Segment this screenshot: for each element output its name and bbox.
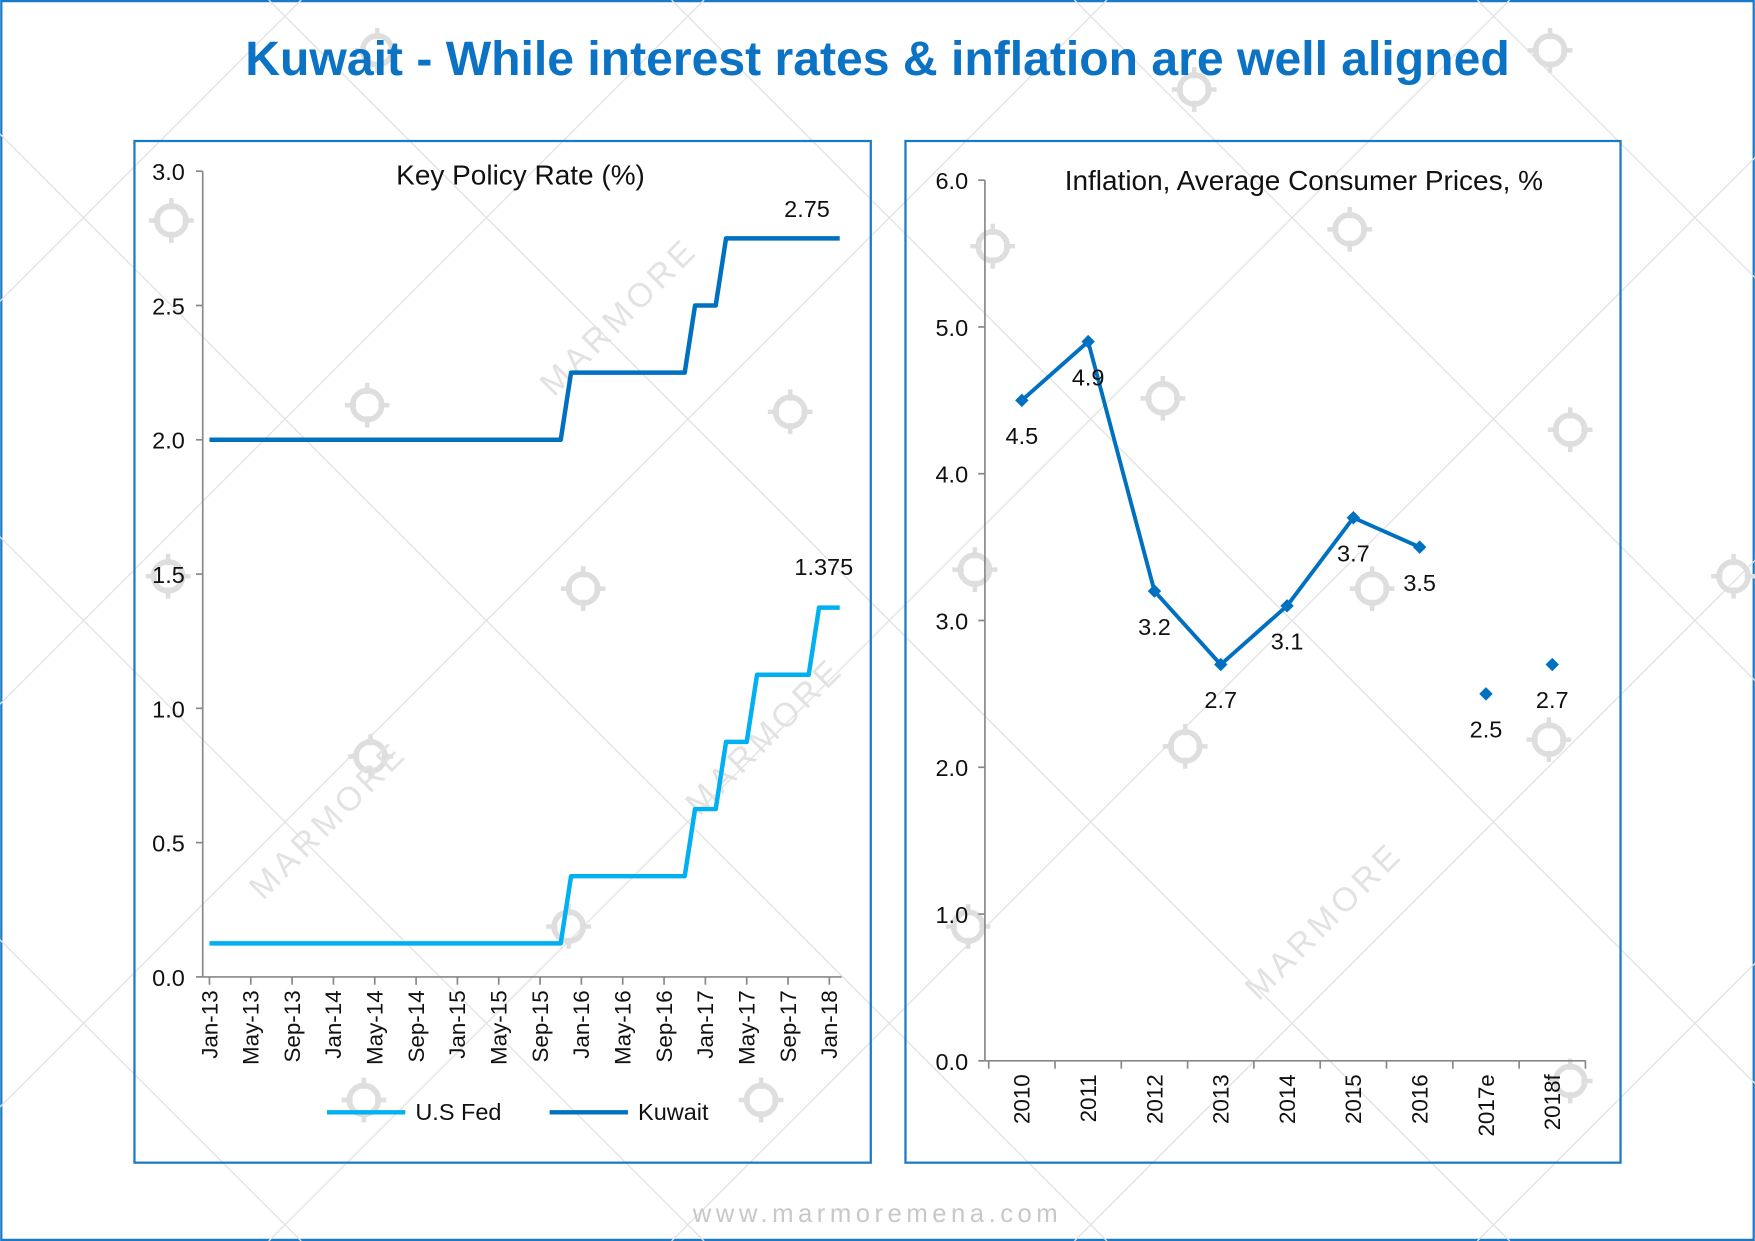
watermark-line xyxy=(1476,0,1755,279)
watermark-line xyxy=(0,938,302,1241)
x-tick-label: Sep-13 xyxy=(280,990,305,1062)
watermark-logo-icon xyxy=(354,27,400,73)
watermark-logo-icon xyxy=(348,734,393,779)
watermark-logo-icon xyxy=(344,382,390,428)
x-tick-label: 2015 xyxy=(1341,1074,1366,1124)
data-label: 3.7 xyxy=(1337,540,1370,566)
watermark-logo-icon xyxy=(546,904,592,949)
series-line-usfed xyxy=(209,605,840,946)
y-tick-label: 1.0 xyxy=(152,696,185,722)
watermark-logo-icon xyxy=(1171,67,1217,112)
x-tick-label: May-15 xyxy=(487,990,512,1065)
data-point-marker xyxy=(1479,687,1493,701)
end-data-label: 2.75 xyxy=(784,196,830,222)
x-tick-label: 2016 xyxy=(1408,1074,1433,1124)
watermark-logo-icon xyxy=(1162,724,1208,769)
x-tick-label: Jan-13 xyxy=(197,990,222,1058)
watermark-logo-icon xyxy=(149,198,194,243)
watermark-line xyxy=(0,0,302,303)
x-tick-label: Jan-16 xyxy=(569,990,594,1058)
x-tick-label: Sep-15 xyxy=(528,990,553,1062)
data-point-marker xyxy=(1214,657,1228,672)
y-tick-label: 4.0 xyxy=(935,462,968,488)
x-tick-label: May-17 xyxy=(735,990,760,1065)
x-tick-label: 2018f xyxy=(1540,1073,1565,1130)
x-tick-label: May-14 xyxy=(363,990,388,1065)
y-tick-label: 2.0 xyxy=(152,428,185,454)
page-title: Kuwait - While interest rates & inflatio… xyxy=(245,32,1509,86)
watermark-line xyxy=(0,0,705,706)
y-tick-label: 3.0 xyxy=(152,159,185,185)
legend-label-fed: U.S Fed xyxy=(415,1099,501,1125)
watermark-logo-icon xyxy=(952,547,998,592)
watermark-logo-icon xyxy=(1526,717,1572,763)
inflation-chart: 0.0 1.0 2.0 3.0 4.0 5.0 6.0 2010 2011 2012 2013 201… xyxy=(935,168,1587,1136)
data-label: 4.5 xyxy=(1006,423,1039,449)
policy-rate-panel xyxy=(133,139,872,1164)
y-tick-label: 0.0 xyxy=(935,1049,968,1075)
y-tick-label: 0.5 xyxy=(152,831,185,857)
policy-rate-chart-title: Key Policy Rate (%) xyxy=(396,160,645,191)
x-tick-label: Jan-18 xyxy=(817,990,842,1058)
data-point-marker xyxy=(1147,584,1162,598)
watermark-logo-icon xyxy=(560,566,606,611)
watermark-logo-icon xyxy=(1327,207,1373,252)
data-label: 2.7 xyxy=(1536,687,1569,713)
y-tick-label: 2.0 xyxy=(935,755,968,781)
x-tick-label: 2013 xyxy=(1209,1074,1234,1124)
y-tick-label: 6.0 xyxy=(935,168,968,194)
y-tick-label: 0.0 xyxy=(152,965,185,991)
watermark-logo-icon xyxy=(145,553,191,599)
footer-url: www.marmoremena.com xyxy=(692,1200,1062,1228)
y-tick-label: 5.0 xyxy=(935,315,968,341)
watermark-logo-icon xyxy=(1547,407,1593,453)
x-tick-label: 2011 xyxy=(1076,1074,1101,1122)
data-label: 3.2 xyxy=(1138,614,1171,640)
watermark-line xyxy=(671,156,1755,1241)
watermark-logo-icon xyxy=(1140,375,1186,421)
x-tick-label: 2010 xyxy=(1010,1074,1035,1124)
legend: U.S Fed Kuwait xyxy=(326,1099,709,1125)
data-label: 2.5 xyxy=(1470,717,1503,743)
watermark-line xyxy=(1476,962,1755,1241)
data-label: 3.5 xyxy=(1403,570,1436,596)
y-tick-label: 3.0 xyxy=(935,608,968,634)
data-label: 2.7 xyxy=(1204,687,1237,713)
x-tick-label: Jan-17 xyxy=(693,990,718,1058)
x-tick-label: 2012 xyxy=(1142,1074,1167,1124)
watermark-line xyxy=(0,0,1108,1108)
watermark-logo-icon xyxy=(1547,1058,1593,1104)
x-tick-label: Jan-15 xyxy=(445,990,470,1058)
y-tick-label: 1.0 xyxy=(935,902,968,928)
x-tick-label: 2014 xyxy=(1275,1074,1300,1124)
watermark-logo-icon xyxy=(738,1077,784,1123)
data-label: 4.9 xyxy=(1072,364,1105,390)
watermark-logo-icon xyxy=(1711,553,1755,599)
y-tick-label: 2.5 xyxy=(152,293,185,319)
watermark-logo-icon xyxy=(1349,566,1395,611)
policy-rate-chart: 0.0 0.5 1.0 1.5 2.0 2.5 3.0 Jan-13 May-13 Sep-13 J… xyxy=(152,159,853,1065)
x-tick-label: Sep-14 xyxy=(404,990,429,1062)
watermark-logo-icon xyxy=(1527,27,1573,73)
inflation-chart-title: Inflation, Average Consumer Prices, % xyxy=(1065,165,1543,196)
x-tick-label: 2017e xyxy=(1474,1074,1499,1136)
legend-label-kuwait: Kuwait xyxy=(638,1099,709,1125)
x-tick-label: May-13 xyxy=(239,990,264,1065)
series-line-kuwait xyxy=(209,236,840,443)
watermark-line xyxy=(1073,559,1755,1241)
y-tick-label: 1.5 xyxy=(152,562,185,588)
watermark-logo-icon xyxy=(970,223,1016,269)
end-data-label: 1.375 xyxy=(794,554,853,580)
watermark-logo-icon xyxy=(767,389,813,435)
inflation-panel xyxy=(904,139,1622,1164)
x-tick-label: May-16 xyxy=(611,990,636,1065)
data-label: 3.1 xyxy=(1271,628,1304,654)
x-tick-label: Sep-16 xyxy=(652,990,677,1062)
x-tick-label: Sep-17 xyxy=(776,990,801,1062)
data-point-marker xyxy=(1545,657,1559,672)
watermark-line xyxy=(268,0,1511,1241)
x-tick-label: Jan-14 xyxy=(321,990,346,1058)
